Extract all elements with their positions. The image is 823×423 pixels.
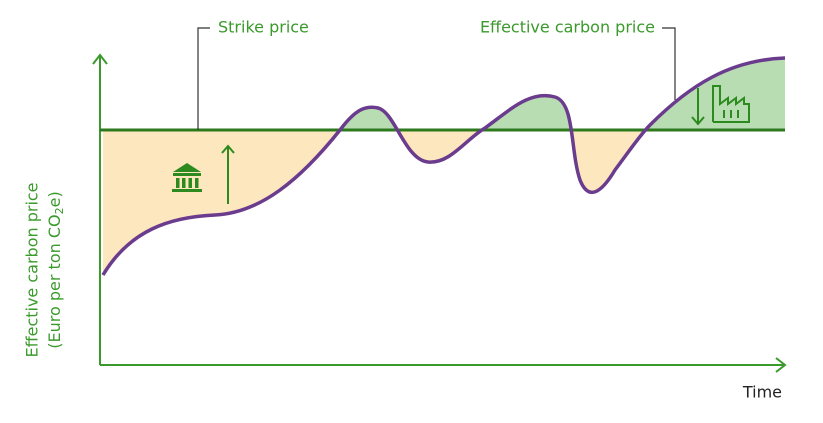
price-label: Effective carbon price xyxy=(480,18,655,37)
industry-icon xyxy=(712,85,750,123)
up-arrow xyxy=(221,144,235,204)
y-axis-line: (Euro per ton CO2e) xyxy=(45,191,67,348)
y-axis-text: e) xyxy=(45,191,64,207)
leader-line xyxy=(197,27,210,130)
strike-label: Strike price xyxy=(218,18,309,37)
deficit-area xyxy=(103,130,785,275)
axes xyxy=(92,53,787,373)
x-axis-label: Time xyxy=(742,383,782,402)
government-icon xyxy=(172,163,202,192)
leader-line xyxy=(662,27,676,100)
price-curve xyxy=(101,56,786,276)
down-arrow xyxy=(691,88,705,126)
y-axis-label: Effective carbon price (Euro per ton CO2… xyxy=(23,182,67,357)
y-axis-line: Effective carbon price xyxy=(23,182,42,357)
y-axis-subscript: 2 xyxy=(53,207,66,214)
y-axis-text: (Euro per ton CO xyxy=(45,214,64,348)
